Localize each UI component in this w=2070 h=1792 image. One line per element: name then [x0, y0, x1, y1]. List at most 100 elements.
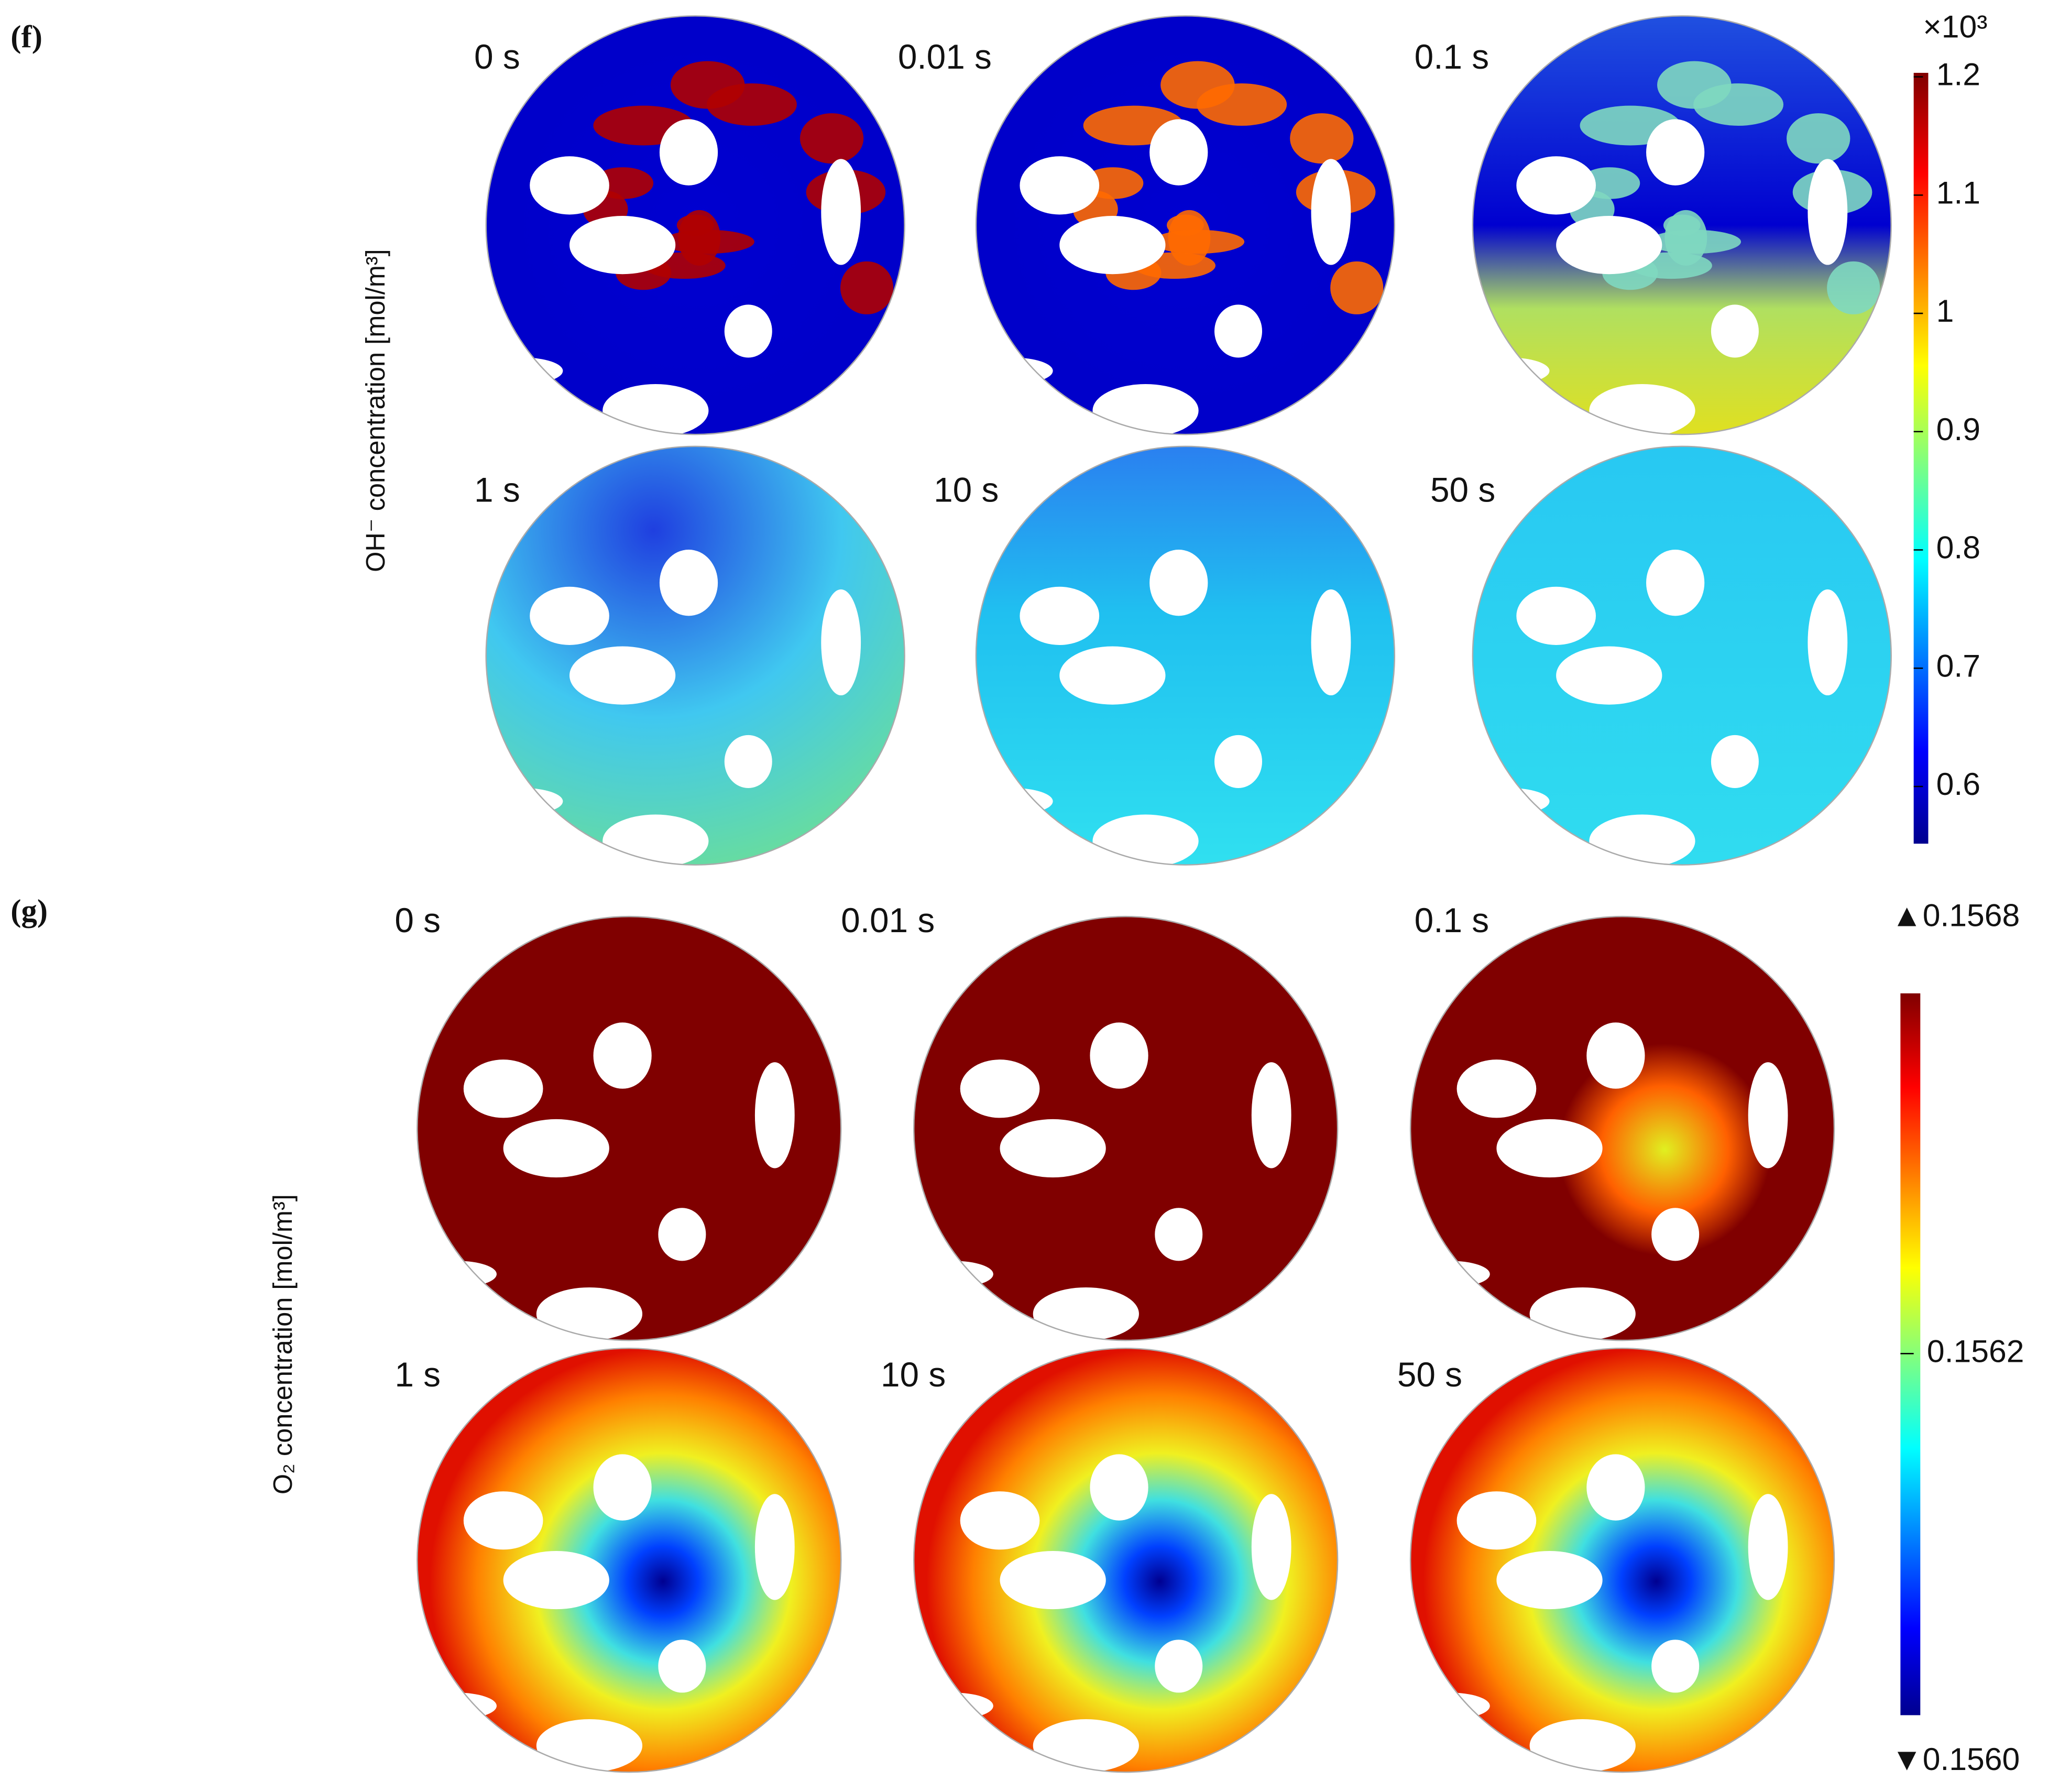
hole	[603, 384, 709, 435]
hole	[1651, 1640, 1700, 1693]
hole	[1033, 1719, 1139, 1773]
colorbar-tick-label: 1.2	[1936, 57, 1980, 92]
hole	[1589, 384, 1695, 435]
hole	[1155, 1640, 1203, 1693]
hole	[658, 1208, 706, 1261]
outline	[1472, 445, 1892, 866]
hole	[1311, 159, 1351, 265]
hole	[976, 788, 1053, 815]
outline	[485, 15, 905, 435]
field	[1410, 1348, 1834, 1773]
hole	[1090, 1022, 1148, 1089]
hole	[1651, 1208, 1700, 1261]
map	[485, 445, 905, 866]
hole	[1456, 1491, 1537, 1550]
hole	[503, 1550, 609, 1610]
hole	[1586, 1454, 1645, 1521]
colorbar-multiplier: ×10³	[1923, 9, 1987, 45]
hole	[1020, 586, 1100, 645]
outline	[417, 915, 842, 1341]
time-label: 10 s	[934, 471, 999, 509]
outline	[1409, 915, 1835, 1341]
time-label: 0 s	[395, 901, 441, 939]
hole	[1589, 814, 1695, 865]
field	[1410, 916, 1834, 1341]
hole	[1033, 1287, 1139, 1341]
blob	[1330, 261, 1384, 314]
map-body	[486, 446, 905, 865]
time-label: 0.01 s	[898, 38, 992, 76]
map-body	[976, 16, 1395, 435]
hole	[1748, 1494, 1788, 1600]
blob	[1664, 210, 1707, 266]
axis-label: O₂ concentration [mol/m³]	[268, 1194, 298, 1494]
hole	[536, 1719, 643, 1773]
map-body	[976, 446, 1395, 865]
hole	[1808, 589, 1848, 696]
time-label: 1 s	[395, 1356, 441, 1394]
map-body	[914, 916, 1338, 1341]
hole	[1155, 1208, 1203, 1261]
map-body	[1410, 1348, 1834, 1773]
hole	[1556, 216, 1662, 275]
time-label: 0.01 s	[841, 901, 935, 939]
time-label: 10 s	[881, 1356, 946, 1394]
hole	[724, 304, 772, 358]
hole	[724, 735, 772, 788]
blob	[707, 83, 797, 126]
hole	[1020, 156, 1100, 215]
hole	[1496, 1119, 1603, 1178]
time-label: 1 s	[474, 471, 520, 509]
outline	[1472, 15, 1892, 435]
map	[1472, 445, 1892, 866]
map	[417, 1347, 842, 1773]
time-label: 50 s	[1430, 471, 1495, 509]
field	[976, 446, 1395, 865]
map	[913, 1347, 1339, 1773]
hole	[1456, 1059, 1537, 1118]
hole	[1214, 304, 1263, 358]
hole	[536, 1287, 643, 1341]
hole	[960, 1059, 1040, 1118]
outline	[417, 1347, 842, 1773]
field	[914, 1348, 1338, 1773]
field	[486, 446, 905, 865]
hole	[1311, 589, 1351, 696]
outline	[975, 15, 1396, 435]
map	[417, 915, 842, 1341]
hole	[593, 1454, 652, 1521]
hole	[1092, 814, 1199, 865]
hole	[659, 119, 718, 185]
colorbar	[1913, 73, 1929, 844]
hole	[569, 216, 676, 275]
hole	[463, 1491, 543, 1550]
colorbar-tick-label: 0.8	[1936, 530, 1980, 565]
blob	[678, 210, 721, 266]
hole	[659, 550, 718, 616]
time-label: 0.1 s	[1415, 38, 1489, 76]
axis-label: OH⁻ concentration [mol/m³]	[360, 249, 390, 572]
blob	[1168, 210, 1211, 266]
map-body	[1472, 16, 1891, 435]
hole	[1529, 1719, 1636, 1773]
hole	[530, 586, 609, 645]
hole	[1090, 1454, 1148, 1521]
hole	[754, 1494, 795, 1600]
hole	[1472, 357, 1550, 385]
hole	[1646, 119, 1705, 185]
hole	[569, 646, 676, 705]
hole	[821, 589, 861, 696]
map	[1409, 915, 1835, 1341]
colorbar-tick-label: 0.9	[1936, 411, 1980, 447]
hole	[1000, 1550, 1106, 1610]
blob	[1197, 83, 1287, 126]
hole	[976, 357, 1053, 385]
blob	[1787, 113, 1850, 164]
hole	[1059, 646, 1166, 705]
colorbar-tick-label: 0.7	[1936, 648, 1980, 683]
blob	[840, 261, 894, 314]
hole	[1516, 156, 1596, 215]
map-body	[486, 16, 905, 435]
map-body	[1472, 446, 1891, 865]
colorbar-tick-label: 1	[1936, 293, 1954, 329]
